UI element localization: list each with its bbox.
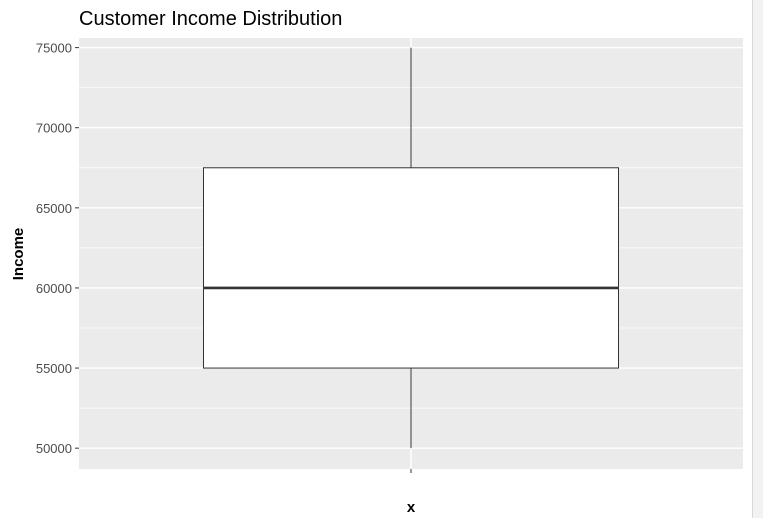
boxplot — [203, 47, 619, 449]
y-tick-label: 70000 — [36, 121, 72, 136]
x-axis-label: x — [407, 499, 416, 516]
y-axis: 50000 55000 60000 65000 70000 75000 — [36, 41, 412, 473]
y-axis-label: Income — [10, 228, 27, 281]
y-tick-label: 50000 — [36, 441, 72, 456]
y-tick-label: 75000 — [36, 41, 72, 56]
y-tick-label: 55000 — [36, 361, 72, 376]
y-tick-label: 65000 — [36, 201, 72, 216]
scrollbar[interactable] — [752, 0, 763, 518]
box-iqr — [203, 167, 619, 369]
y-tick-label: 60000 — [36, 281, 72, 296]
chart-title: Customer Income Distribution — [79, 8, 342, 30]
